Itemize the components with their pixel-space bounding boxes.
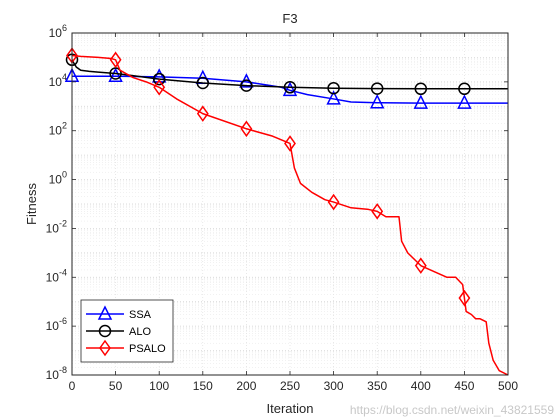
tick-layer: 0 50 100 150 200 250 300 350 400 450 500 10-8 10-6 10…	[46, 23, 519, 393]
series-psalo-marker	[153, 78, 166, 96]
series-ssa-marker	[108, 67, 123, 82]
y-axis-label: Fitness	[24, 183, 39, 225]
x-axis-label: Iteration	[267, 401, 314, 416]
x-tick-label: 0	[69, 379, 76, 393]
y-tick-label: 106	[49, 23, 67, 40]
series-alo-marker	[370, 82, 384, 95]
legend: SSA ALO PSALO	[80, 299, 174, 363]
series-psalo-marker	[284, 135, 296, 152]
series-alo-marker	[414, 82, 428, 96]
series-ssa-marker	[282, 81, 298, 97]
series-ssa-marker	[326, 90, 341, 105]
x-tick-label: 100	[149, 379, 169, 393]
series-psalo-marker	[240, 120, 253, 138]
series-ssa-marker	[457, 94, 472, 109]
legend-swatch-marker	[97, 305, 113, 320]
series-psalo-marker	[458, 289, 471, 307]
y-tick-label: 102	[49, 121, 67, 138]
series-psalo	[66, 47, 509, 376]
legend-swatch-marker	[98, 324, 112, 338]
series-layer	[64, 47, 509, 376]
series-ssa-marker	[369, 94, 385, 109]
legend-label-psalo: PSALO	[129, 343, 166, 355]
y-tick-label: 10-4	[46, 267, 67, 284]
legend-item-alo: ALO	[86, 324, 151, 338]
chart-title: F3	[282, 11, 297, 26]
series-alo-marker	[196, 76, 210, 90]
series-alo-marker	[240, 79, 253, 92]
y-tick-label: 100	[49, 170, 67, 187]
legend-swatch-marker	[99, 339, 111, 357]
y-tick-label: 10-6	[46, 316, 67, 333]
watermark: https://blog.csdn.net/weixin_43821559	[350, 403, 554, 417]
series-ssa-marker	[413, 94, 429, 109]
y-tick-label: 10-8	[46, 365, 67, 382]
series-alo-marker	[327, 81, 340, 95]
x-tick-label: 250	[280, 379, 300, 393]
x-tick-label: 450	[454, 379, 474, 393]
x-tick-label: 350	[367, 379, 387, 393]
y-tick-label: 104	[49, 72, 67, 89]
series-ssa-marker	[151, 68, 167, 83]
legend-label-alo: ALO	[129, 326, 151, 338]
legend-item-ssa: SSA	[86, 305, 152, 321]
legend-item-psalo: PSALO	[86, 339, 166, 357]
series-psalo-marker	[414, 257, 427, 274]
x-tick-label: 50	[109, 379, 123, 393]
series-psalo-marker	[109, 51, 122, 69]
x-tick-label: 150	[193, 379, 213, 393]
series-psalo-marker	[196, 105, 209, 122]
legend-entries: SSA ALO PSALO	[86, 305, 166, 357]
series-psalo-marker	[327, 193, 340, 211]
series-psalo-line	[71, 54, 509, 376]
series-alo-marker	[152, 72, 166, 86]
x-tick-label: 500	[498, 379, 518, 393]
x-tick-label: 400	[411, 379, 431, 393]
legend-label-ssa: SSA	[129, 309, 152, 321]
x-tick-label: 300	[324, 379, 344, 393]
x-tick-label: 200	[236, 379, 256, 393]
y-tick-label: 10-2	[46, 218, 67, 235]
series-alo-marker	[458, 82, 471, 96]
series-psalo-marker	[371, 203, 384, 220]
series-alo-marker	[283, 81, 297, 94]
